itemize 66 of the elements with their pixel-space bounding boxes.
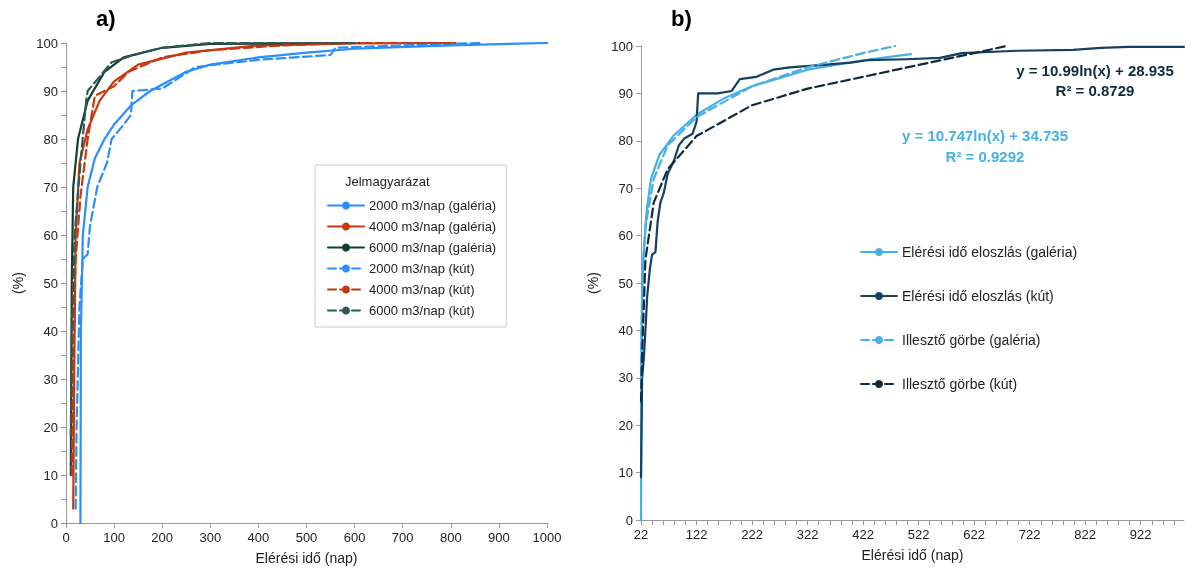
annotation: R² = 0.8729: [1055, 81, 1135, 99]
y-tick-label: 100: [36, 35, 58, 51]
line-series: [639, 45, 1186, 479]
legend-label: 6000 m3/nap (galéria): [369, 240, 497, 255]
legend-label: Elérési idő eloszlás (kút): [902, 288, 1054, 304]
y-tick-label: 20: [43, 419, 58, 435]
x-tick-label: 922: [1129, 527, 1152, 542]
legend-label: 4000 m3/nap (galéria): [369, 219, 497, 234]
y-tick-label: 10: [618, 465, 633, 481]
y-tick-label: 50: [618, 275, 633, 291]
x-tick-label: 22: [633, 527, 649, 542]
y-tick-label: 70: [43, 179, 58, 195]
y-tick-label: 0: [50, 515, 58, 531]
x-tick-label: 222: [741, 527, 763, 542]
legend-label: 2000 m3/nap (galéria): [369, 198, 497, 213]
x-tick-label: 322: [796, 527, 819, 542]
x-tick-label: 100: [103, 530, 125, 545]
y-tick-label: 60: [43, 227, 58, 243]
x-tick-label: 1000: [532, 530, 562, 545]
y-tick-label: 30: [43, 371, 58, 387]
line-series: [79, 41, 549, 525]
y-tick-label: 90: [618, 85, 633, 101]
legend-label: Illesztő görbe (kút): [902, 376, 1018, 392]
y-tick-label: 40: [618, 322, 633, 338]
y-tick-label: 50: [43, 275, 58, 291]
y-tick-label: 0: [625, 512, 633, 528]
legend-label: 2000 m3/nap (kút): [369, 261, 475, 276]
x-tick-label: 400: [247, 530, 270, 545]
y-tick-label: 80: [43, 131, 58, 147]
x-tick-label: 700: [391, 530, 414, 545]
chart-title: a): [96, 5, 116, 31]
x-tick-label: 422: [852, 527, 874, 542]
y-tick-label: 100: [611, 38, 633, 54]
y-tick-label: 70: [618, 180, 633, 196]
y-tick-label: 60: [618, 228, 633, 244]
y-tick-label: 10: [43, 467, 58, 483]
x-axis-title: Elérési idő (nap): [255, 550, 358, 566]
x-axis-title: Elérési idő (nap): [861, 547, 964, 563]
annotation: y = 10.747ln(x) + 34.735: [902, 126, 1068, 144]
legend-label: Illesztő görbe (galéria): [902, 332, 1041, 348]
legend-label: 4000 m3/nap (kút): [369, 282, 475, 297]
x-tick-label: 722: [1018, 527, 1041, 542]
legend-label: 6000 m3/nap (kút): [369, 303, 475, 318]
legend-title: Jelmagyarázat: [345, 174, 430, 189]
x-tick-label: 800: [439, 530, 462, 545]
x-tick-label: 622: [963, 527, 985, 542]
y-tick-label: 40: [43, 323, 58, 339]
y-tick-label: 20: [618, 417, 633, 433]
annotation: y = 10.99ln(x) + 28.935: [1016, 61, 1174, 79]
x-tick-label: 0: [62, 530, 70, 545]
legend-label: Elérési idő eloszlás (galéria): [902, 244, 1078, 260]
y-tick-label: 90: [43, 83, 58, 99]
y-tick-label: 30: [618, 370, 633, 386]
x-tick-label: 522: [907, 527, 930, 542]
x-tick-label: 200: [151, 530, 174, 545]
y-axis-title: (%): [585, 272, 602, 294]
annotation: R² = 0.9292: [945, 147, 1025, 165]
y-tick-label: 80: [618, 133, 633, 149]
x-tick-label: 122: [685, 527, 708, 542]
x-tick-label: 600: [343, 530, 366, 545]
chart-title: b): [671, 5, 692, 31]
x-tick-label: 500: [295, 530, 318, 545]
x-tick-label: 822: [1074, 527, 1097, 542]
x-tick-label: 300: [199, 530, 222, 545]
y-axis-title: (%): [10, 272, 27, 294]
x-tick-label: 900: [488, 530, 510, 545]
